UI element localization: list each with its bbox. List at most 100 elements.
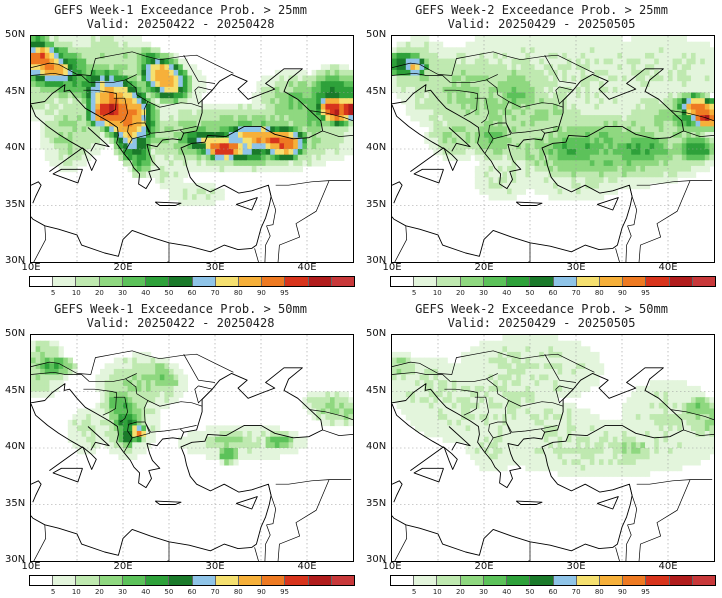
colorbar-tick-label: 20 — [94, 289, 104, 297]
colorbar-swatch — [262, 277, 286, 286]
colorbar-tick-label: 60 — [548, 588, 558, 596]
lat-label: 45N — [366, 384, 387, 396]
colorbar-swatch — [262, 576, 286, 585]
colorbar-tick-label: 95 — [280, 289, 290, 297]
panel-title: GEFS Week-1 Exceedance Prob. > 25mm — [54, 3, 307, 17]
colorbar-swatch — [146, 277, 170, 286]
colorbar — [29, 575, 355, 586]
colorbar-tick-label: 10 — [432, 289, 442, 297]
probability-map — [391, 334, 715, 562]
colorbar-tick-label: 20 — [94, 588, 104, 596]
lat-label: 40N — [366, 142, 387, 153]
country-borders — [392, 350, 714, 561]
lon-label: 10E — [21, 262, 41, 273]
colorbar-tick-label: 90 — [256, 588, 266, 596]
colorbar-tick-label: 5 — [411, 588, 417, 596]
colorbar-tick-label: 40 — [502, 289, 512, 297]
colorbar-swatch — [192, 576, 216, 585]
colorbar-tick-label: 60 — [548, 289, 558, 297]
colorbar-swatch — [599, 277, 624, 286]
colorbar-swatch — [669, 576, 693, 585]
colorbar-swatch — [576, 576, 600, 585]
colorbar-swatch — [331, 277, 355, 286]
colorbar-tick-label: 70 — [571, 588, 581, 596]
lon-label: 40E — [297, 262, 317, 273]
colorbar-tick-label: 30 — [118, 588, 128, 596]
colorbar-tick-label: 50 — [525, 588, 535, 596]
panel-title: GEFS Week-2 Exceedance Prob. > 25mm — [415, 3, 668, 17]
colorbar-tick-label: 30 — [479, 588, 489, 596]
colorbar-swatch — [507, 277, 531, 286]
colorbar-swatch — [238, 576, 263, 585]
lon-label: 20E — [474, 561, 494, 572]
map-canvas — [392, 335, 714, 561]
map-canvas — [31, 335, 353, 561]
colorbar-swatch — [599, 576, 624, 585]
colorbar-tick-label: 40 — [141, 588, 151, 596]
colorbar-swatch — [122, 277, 147, 286]
country-borders — [31, 51, 353, 262]
colorbar-swatch — [99, 576, 123, 585]
colorbar-tick-label: 80 — [233, 588, 243, 596]
colorbar-tick-label: 20 — [455, 289, 465, 297]
probability-map — [391, 35, 715, 263]
lat-label: 40N — [366, 441, 387, 452]
colorbar-swatch — [646, 576, 670, 585]
colorbar-swatch — [414, 277, 438, 286]
lat-label: 30N — [5, 255, 26, 266]
lon-label: 20E — [113, 262, 133, 273]
probability-map — [30, 35, 354, 263]
colorbar-swatch — [215, 277, 239, 286]
colorbar-swatch — [308, 576, 332, 585]
coastlines — [392, 367, 685, 556]
colorbar-swatch — [192, 277, 216, 286]
colorbar-tick-label: 70 — [210, 588, 220, 596]
graticule — [31, 335, 353, 561]
lat-label: 50N — [5, 29, 26, 40]
colorbar-swatch — [285, 277, 309, 286]
lat-label: 35N — [5, 497, 26, 509]
colorbar-swatch — [623, 277, 647, 286]
coastlines — [31, 68, 324, 257]
colorbar-swatch — [391, 277, 415, 286]
colorbar-swatch — [460, 277, 484, 286]
colorbar-swatch — [30, 576, 54, 585]
coastlines — [392, 68, 685, 257]
colorbar-swatch — [331, 576, 355, 585]
lat-label: 30N — [366, 255, 387, 266]
colorbar-tick-label: 90 — [617, 289, 627, 297]
colorbar-tick-label: 90 — [617, 588, 627, 596]
colorbar-swatch — [553, 277, 577, 286]
lon-label: 40E — [658, 561, 678, 572]
colorbar-swatch — [437, 576, 461, 585]
colorbar-swatch — [391, 576, 415, 585]
colorbar-swatch — [146, 576, 170, 585]
lon-label: 30E — [566, 262, 586, 273]
colorbar-tick-label: 60 — [187, 588, 197, 596]
colorbar-swatch — [530, 576, 554, 585]
colorbar-tick-label: 50 — [164, 289, 174, 297]
colorbar-tick-label: 10 — [71, 289, 81, 297]
colorbar-swatch — [99, 277, 123, 286]
colorbar-swatch — [669, 277, 693, 286]
colorbar-tick-label: 50 — [164, 588, 174, 596]
graticule — [392, 335, 714, 561]
lat-label: 30N — [5, 554, 26, 565]
colorbar-swatch — [692, 277, 716, 286]
colorbar-tick-label: 80 — [233, 289, 243, 297]
map-canvas — [392, 36, 714, 262]
colorbar-tick-label: 70 — [571, 289, 581, 297]
colorbar-tick-label: 80 — [594, 588, 604, 596]
lat-label: 50N — [366, 328, 387, 339]
lat-label: 30N — [366, 554, 387, 565]
panel-valid-dates: Valid: 20250422 - 20250428 — [86, 17, 275, 31]
colorbar-tick-label: 50 — [525, 289, 535, 297]
lat-label: 40N — [5, 441, 26, 452]
colorbar — [29, 276, 355, 287]
lon-label: 30E — [566, 561, 586, 572]
colorbar-swatch — [692, 576, 716, 585]
panel-week2-25mm: GEFS Week-2 Exceedance Prob. > 25mm Vali… — [361, 0, 722, 299]
colorbar-tick-label: 5 — [411, 289, 417, 297]
country-borders — [31, 350, 353, 561]
panel-valid-dates: Valid: 20250422 - 20250428 — [86, 316, 275, 330]
